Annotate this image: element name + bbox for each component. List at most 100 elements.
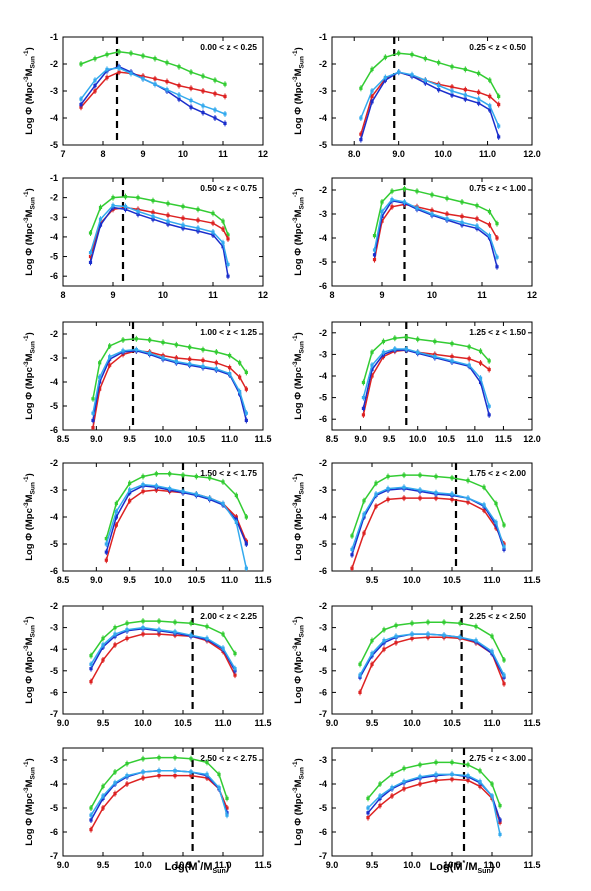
data-point-green (104, 537, 108, 541)
series-line-red (351, 497, 505, 569)
data-point-red (244, 387, 248, 391)
y-axis-label-part: Sun (299, 56, 306, 68)
y-axis-label-part: Sun (30, 341, 37, 353)
x-tick-label: 10.0 (403, 718, 421, 728)
data-point-blue (177, 97, 181, 101)
data-point-green (393, 336, 397, 340)
y-tick-label: -1 (50, 32, 58, 42)
data-point-red (366, 816, 370, 820)
data-point-cyan (450, 89, 454, 93)
series-line-blue (92, 350, 248, 421)
series-line-red (105, 489, 247, 561)
data-point-cyan (168, 487, 172, 491)
x-tick-label: 10 (427, 290, 437, 300)
data-point-cyan (372, 248, 377, 252)
data-point-red (497, 102, 501, 107)
y-axis-label-part: -1 (292, 50, 299, 56)
data-point-cyan (450, 772, 454, 776)
data-point-red (478, 784, 482, 788)
x-tick-label: 11.5 (495, 434, 512, 444)
data-point-blue (478, 380, 483, 385)
data-point-cyan (194, 492, 198, 496)
data-point-green (381, 339, 386, 344)
data-point-green (108, 344, 112, 348)
y-tick-label: -7 (50, 709, 58, 719)
data-point-cyan (478, 376, 483, 380)
data-point-cyan (141, 770, 145, 774)
x-tick-label: 11.0 (483, 860, 500, 870)
data-point-red (125, 782, 129, 786)
data-point-cyan (226, 262, 230, 266)
y-axis-label-part: -3 (292, 502, 299, 508)
data-point-cyan (223, 112, 227, 116)
y-axis-label-part: -1 (292, 191, 299, 197)
y-axis-label-part: ) (293, 332, 304, 335)
y-tick-label: -5 (319, 666, 327, 676)
data-point-green (402, 766, 406, 770)
y-tick-label: -3 (50, 485, 58, 495)
data-point-cyan (228, 372, 232, 376)
data-point-cyan (478, 780, 482, 784)
data-point-red (101, 658, 105, 662)
x-tick-label: 10.5 (443, 718, 461, 728)
y-axis-label-part: Log Φ (Mpc (293, 651, 304, 704)
data-point-green (442, 620, 446, 624)
data-point-green (450, 476, 454, 480)
data-point-red (426, 635, 430, 639)
data-point-green (410, 52, 414, 57)
x-axis-label-left: Log(M*/MSun) (165, 860, 230, 875)
y-axis-label-part: ) (24, 47, 35, 50)
data-point-cyan (173, 630, 177, 634)
y-axis-label: Log Φ (Mpc-3MSun-1) (23, 616, 37, 704)
x-tick-label: 9.0 (392, 149, 405, 159)
data-point-cyan (381, 350, 386, 354)
data-point-cyan (128, 488, 132, 492)
data-point-cyan (221, 241, 225, 245)
x-tick-label: 10.0 (403, 575, 421, 585)
y-tick-label: -5 (319, 257, 327, 267)
x-tick-label: 10 (158, 290, 168, 300)
data-point-red (386, 497, 390, 502)
y-tick-label: -3 (319, 485, 327, 495)
x-tick-label: 9.5 (383, 434, 396, 444)
data-point-blue (359, 138, 363, 142)
data-point-green (141, 474, 145, 479)
data-point-green (426, 620, 430, 624)
x-tick-label: 9 (110, 290, 115, 300)
data-point-blue (189, 105, 193, 109)
y-tick-label: -6 (319, 827, 327, 837)
x-tick-label: 7 (60, 149, 65, 159)
data-point-green (173, 756, 177, 760)
data-point-cyan (104, 542, 108, 546)
panel-frame (62, 747, 264, 857)
data-point-red (108, 363, 112, 367)
x-tick-label: 12 (258, 290, 268, 300)
data-point-green (382, 628, 386, 632)
y-axis-label-part: M (24, 68, 35, 76)
series-line-green (351, 474, 505, 537)
x-tick-label: 10.5 (443, 575, 461, 585)
data-point-green (89, 654, 93, 658)
y-tick-label: -5 (50, 252, 58, 262)
data-point-cyan (426, 632, 430, 636)
data-point-red (410, 636, 414, 640)
data-point-green (89, 806, 93, 810)
panel-title: 1.25 < z < 1.50 (469, 327, 526, 337)
data-point-cyan (166, 219, 170, 223)
series-line-red (90, 774, 228, 830)
y-tick-label: -6 (319, 566, 327, 576)
data-point-green (437, 61, 441, 65)
y-tick-label: -6 (319, 281, 327, 291)
series-line-red (90, 633, 236, 682)
data-point-green (114, 501, 118, 506)
y-tick-label: -4 (319, 371, 327, 381)
data-point-cyan (181, 223, 185, 227)
data-point-red (478, 361, 483, 365)
series-line-blue (360, 71, 500, 140)
x-tick-label: 11.5 (254, 575, 271, 585)
data-point-cyan (208, 496, 212, 500)
data-point-cyan (189, 98, 193, 103)
data-point-green (416, 337, 420, 341)
